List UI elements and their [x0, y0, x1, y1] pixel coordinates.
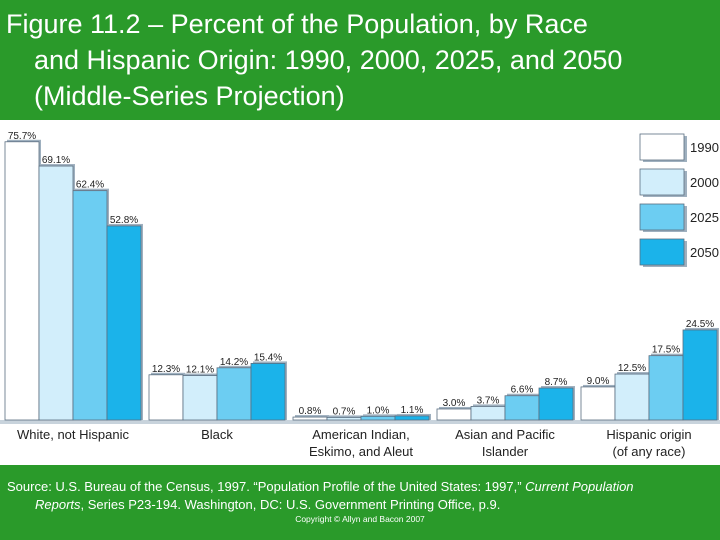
bar-1990-2 — [292, 416, 328, 421]
bar-2000-1 — [182, 375, 218, 421]
bar-1990-3 — [436, 408, 472, 421]
title-line-2: and Hispanic Origin: 1990, 2000, 2025, a… — [34, 45, 623, 75]
footer: Source: U.S. Bureau of the Census, 1997.… — [0, 465, 720, 540]
bar-2000-4 — [614, 373, 650, 421]
bar-2000-2 — [326, 417, 362, 421]
legend-label-2050: 2050 — [690, 245, 719, 260]
source-text-italic-1: Current Population — [525, 479, 634, 494]
bar-2050-4 — [682, 329, 718, 421]
source-text-prefix: Source: U.S. Bureau of the Census, 1997.… — [7, 479, 526, 494]
value-label-2050-3: 8.7% — [545, 377, 568, 388]
bar-1990-1 — [148, 374, 184, 421]
legend-swatch-2000 — [639, 168, 685, 196]
bar-chart-svg: 75.7% 12.3% 0.8% 3.0% 9.0% 69.1% 12.1% 0.7% 3.7%… — [0, 131, 720, 459]
legend-label-1990: 1990 — [690, 140, 719, 155]
bar-2025-3 — [504, 395, 540, 421]
copyright-notice: Copyright © Allyn and Bacon 2007 — [295, 514, 425, 524]
value-label-2025-2: 1.0% — [367, 405, 390, 416]
legend-label-2025: 2025 — [690, 210, 719, 225]
legend-swatch-2050 — [639, 238, 685, 266]
category-label-4-1: (of any race) — [613, 444, 686, 459]
legend-label-2000: 2000 — [690, 175, 719, 190]
legend-swatch-2025 — [639, 203, 685, 231]
category-label-2-0: American Indian, — [312, 427, 410, 442]
category-label-3-1: Islander — [482, 444, 529, 459]
bar-2025-1 — [216, 367, 252, 421]
value-label-2025-3: 6.6% — [511, 385, 534, 396]
title-line-1: Figure 11.2 – Percent of the Population,… — [6, 9, 588, 39]
bar-2025-4 — [648, 355, 684, 421]
bar-2025-0 — [72, 190, 108, 421]
bar-2000-0 — [38, 165, 74, 421]
source-citation: Source: U.S. Bureau of the Census, 1997.… — [7, 478, 707, 514]
bar-2050-1 — [250, 362, 286, 421]
value-label-2025-4: 17.5% — [652, 345, 680, 356]
bar-chart: 75.7% 12.3% 0.8% 3.0% 9.0% 69.1% 12.1% 0.7% 3.7%… — [0, 120, 720, 465]
value-label-1990-2: 0.8% — [299, 406, 322, 417]
value-label-2025-1: 14.2% — [220, 357, 248, 368]
bar-2050-3 — [538, 387, 574, 421]
category-label-1-0: Black — [201, 427, 233, 442]
category-label-2-1: Eskimo, and Aleut — [309, 444, 413, 459]
value-label-2000-0: 69.1% — [42, 155, 70, 166]
value-label-1990-1: 12.3% — [152, 364, 180, 375]
bar-1990-0 — [4, 141, 40, 421]
source-text-suffix: , Series P23-194. Washington, DC: U.S. G… — [80, 497, 501, 512]
value-label-2000-4: 12.5% — [618, 363, 646, 374]
value-label-2000-1: 12.1% — [186, 365, 214, 376]
bar-2050-0 — [106, 225, 142, 421]
bar-2000-3 — [470, 406, 506, 421]
category-label-0-0: White, not Hispanic — [17, 427, 129, 442]
value-label-2050-2: 1.1% — [401, 405, 424, 416]
legend-swatch-1990 — [639, 133, 685, 161]
value-label-1990-3: 3.0% — [443, 398, 466, 409]
bar-2025-2 — [360, 415, 396, 421]
category-label-4-0: Hispanic origin — [606, 427, 691, 442]
category-label-3-0: Asian and Pacific — [455, 427, 555, 442]
value-label-2000-3: 3.7% — [477, 395, 500, 406]
title-line-3: (Middle-Series Projection) — [34, 81, 345, 111]
value-label-1990-4: 9.0% — [587, 376, 610, 387]
value-label-1990-0: 75.7% — [8, 131, 36, 142]
source-text-italic-2: Reports — [35, 497, 81, 512]
slide-title: Figure 11.2 – Percent of the Population,… — [6, 6, 714, 114]
chart-baseline — [0, 420, 720, 424]
bar-2050-2 — [394, 415, 430, 421]
bar-1990-4 — [580, 386, 616, 421]
value-label-2050-0: 52.8% — [110, 215, 138, 226]
value-label-2050-1: 15.4% — [254, 352, 282, 363]
value-label-2000-2: 0.7% — [333, 406, 356, 417]
value-label-2050-4: 24.5% — [686, 319, 714, 330]
value-label-2025-0: 62.4% — [76, 180, 104, 191]
